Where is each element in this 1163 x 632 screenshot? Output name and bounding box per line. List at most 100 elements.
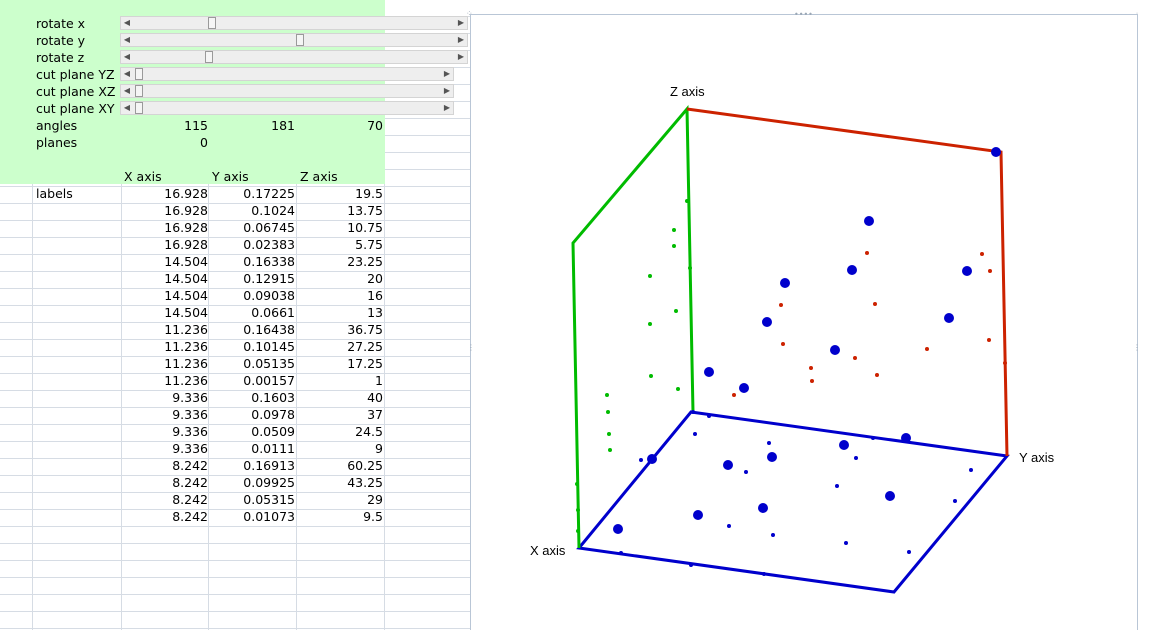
scroll-thumb[interactable] (296, 34, 305, 46)
control-scrollbar[interactable]: ◀ ▶ (120, 101, 454, 115)
table-cell-y-value: 0.02383 (243, 237, 295, 252)
table-cell-x-value: 16.928 (164, 237, 208, 252)
projection-point (576, 529, 580, 533)
projection-point (732, 393, 736, 397)
scroll-left-arrow-icon[interactable]: ◀ (123, 18, 131, 27)
control-scrollbar[interactable]: ◀ ▶ (120, 67, 454, 81)
control-scrollbar[interactable]: ◀ ▶ (120, 84, 454, 98)
table-cell-x-value: 11.236 (164, 339, 208, 354)
projection-point (781, 342, 785, 346)
data-point (767, 452, 777, 462)
data-point (758, 503, 768, 513)
table-cell-x-value: 11.236 (164, 322, 208, 337)
projection-point (844, 541, 848, 545)
chart-resize-handle-top[interactable]: •••• (794, 10, 813, 19)
table-cell-z-value: 40 (367, 390, 383, 405)
table-cell-x-value: 14.504 (164, 254, 208, 269)
table-cell-y-value: 0.00157 (243, 373, 295, 388)
data-point (901, 433, 911, 443)
scroll-thumb[interactable] (135, 102, 143, 114)
projection-point (779, 303, 783, 307)
data-point (613, 524, 623, 534)
scroll-thumb[interactable] (135, 85, 143, 97)
table-cell-y-value: 0.05135 (243, 356, 295, 371)
table-cell-x-value: 11.236 (164, 356, 208, 371)
control-label: cut plane XY (36, 101, 115, 116)
table-cell-x-value: 16.928 (164, 220, 208, 235)
table-cell-y-value: 0.10145 (243, 339, 295, 354)
projection-point (771, 533, 775, 537)
table-cell-z-value: 13.75 (347, 203, 383, 218)
projection-point (762, 572, 766, 576)
scroll-thumb[interactable] (135, 68, 143, 80)
xy-plane-frame (576, 410, 1010, 594)
projection-point (873, 302, 877, 306)
projection-point (865, 251, 869, 255)
chart-resize-handle-corner-left[interactable]: ⁘ (466, 9, 473, 18)
projection-point (672, 244, 676, 248)
chart-resize-handle-right[interactable]: ⋮ (1133, 343, 1141, 352)
angle-x-value: 115 (184, 118, 208, 133)
spreadsheet-grid-top (470, 0, 1163, 14)
angles-label: angles (36, 118, 78, 133)
projection-point (688, 266, 692, 270)
projection-point (809, 366, 813, 370)
table-cell-y-value: 0.05315 (243, 492, 295, 507)
control-scrollbar[interactable]: ◀ ▶ (120, 33, 468, 47)
x-axis-label: X axis (530, 543, 566, 558)
control-label: rotate y (36, 33, 86, 48)
scroll-left-arrow-icon[interactable]: ◀ (123, 52, 131, 61)
control-scrollbar[interactable]: ◀ ▶ (120, 16, 468, 30)
table-row-label: labels (36, 186, 73, 201)
data-points (575, 147, 1007, 576)
scroll-thumb[interactable] (207, 17, 216, 29)
scroll-right-arrow-icon[interactable]: ▶ (443, 86, 451, 95)
z-axis-label: Z axis (670, 84, 705, 99)
table-cell-z-value: 9 (375, 441, 383, 456)
table-cell-x-value: 14.504 (164, 288, 208, 303)
data-point (839, 440, 849, 450)
chart-frame[interactable]: Z axis Y axis X axis •••• ⋮ ⋮ ⁘ ⁘ (466, 9, 1142, 630)
table-cell-z-value: 24.5 (355, 424, 383, 439)
table-cell-z-value: 43.25 (347, 475, 383, 490)
chart-resize-handle-left[interactable]: ⋮ (467, 343, 475, 352)
projection-point (969, 468, 973, 472)
projection-point (685, 199, 689, 203)
scroll-right-arrow-icon[interactable]: ▶ (457, 18, 465, 27)
data-point (847, 265, 857, 275)
projection-point (727, 524, 731, 528)
data-point (780, 278, 790, 288)
projection-point (1003, 361, 1007, 365)
table-cell-y-value: 0.0661 (251, 305, 295, 320)
scroll-right-arrow-icon[interactable]: ▶ (457, 52, 465, 61)
scroll-left-arrow-icon[interactable]: ◀ (123, 86, 131, 95)
table-cell-z-value: 10.75 (347, 220, 383, 235)
projection-point (925, 347, 929, 351)
scroll-right-arrow-icon[interactable]: ▶ (457, 35, 465, 44)
table-header-x: X axis (124, 169, 162, 184)
scroll-left-arrow-icon[interactable]: ◀ (123, 69, 131, 78)
scroll-left-arrow-icon[interactable]: ◀ (123, 35, 131, 44)
control-scrollbar[interactable]: ◀ ▶ (120, 50, 468, 64)
projection-point (648, 274, 652, 278)
projection-point (907, 550, 911, 554)
scroll-right-arrow-icon[interactable]: ▶ (443, 69, 451, 78)
table-cell-y-value: 0.17225 (243, 186, 295, 201)
data-point (944, 313, 954, 323)
table-cell-z-value: 60.25 (347, 458, 383, 473)
table-cell-x-value: 8.242 (172, 475, 208, 490)
scroll-left-arrow-icon[interactable]: ◀ (123, 103, 131, 112)
table-cell-x-value: 9.336 (172, 424, 208, 439)
table-cell-z-value: 23.25 (347, 254, 383, 269)
projection-point (871, 436, 875, 440)
yz-plane-frame (686, 107, 1009, 457)
projection-point (605, 393, 609, 397)
table-cell-z-value: 27.25 (347, 339, 383, 354)
projection-point (835, 484, 839, 488)
planes-label: planes (36, 135, 78, 150)
scroll-right-arrow-icon[interactable]: ▶ (443, 103, 451, 112)
table-cell-z-value: 5.75 (355, 237, 383, 252)
planes-value: 0 (200, 135, 208, 150)
scroll-thumb[interactable] (204, 51, 213, 63)
data-point (762, 317, 772, 327)
